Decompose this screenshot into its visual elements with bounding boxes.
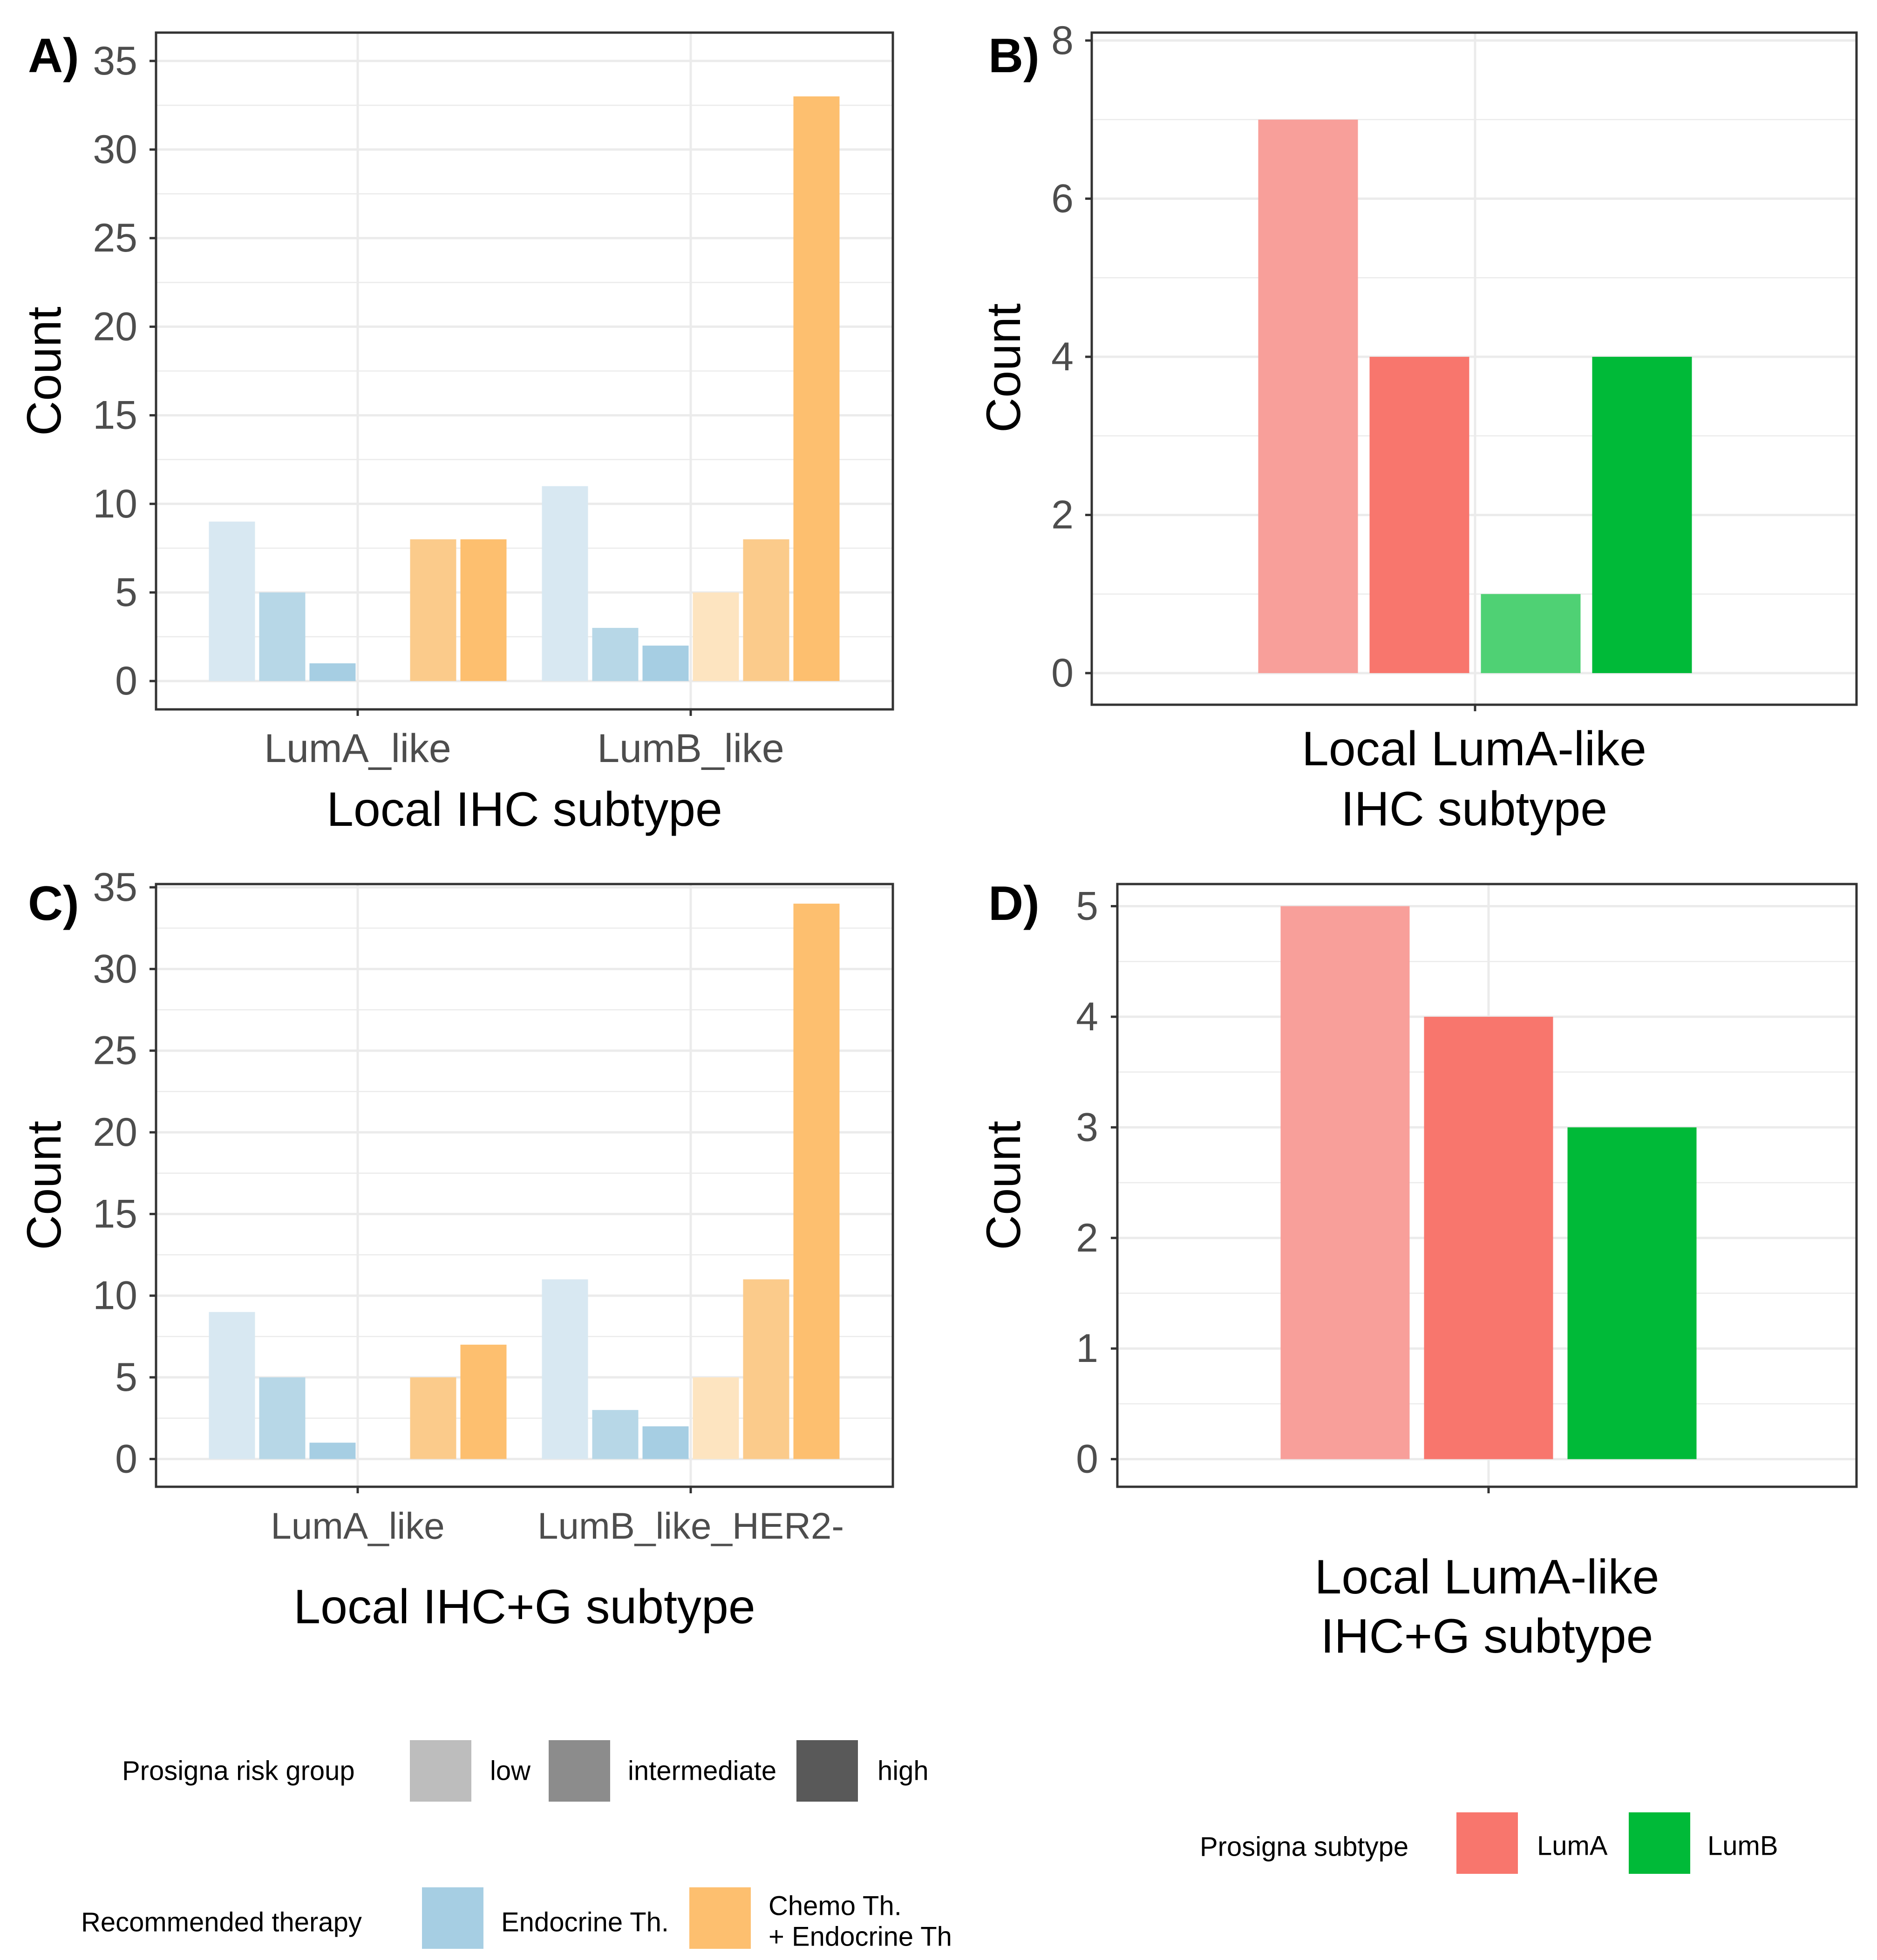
panel-c-bar [410, 1377, 456, 1459]
legend-risk-swatch [549, 1740, 610, 1802]
panel-d-bar [1280, 906, 1410, 1459]
panel-c-y-tick-label: 0 [115, 1436, 137, 1481]
legend-subtype-label: LumB [1707, 1831, 1778, 1861]
legend-subtype-title: Prosigna subtype [1200, 1832, 1408, 1862]
panel-c-y-axis-title: Count [17, 1121, 71, 1250]
panel-a-x-axis-title: Local IHC subtype [326, 783, 722, 837]
panel-a-y-tick-label: 25 [93, 216, 137, 260]
legend-risk-title: Prosigna risk group [122, 1756, 355, 1786]
legend-therapy-swatch [422, 1887, 483, 1949]
panel-d-label: D) [988, 877, 1040, 931]
legend-therapy-label: + Endocrine Th [768, 1922, 952, 1952]
panel-d-y-tick-label: 2 [1076, 1216, 1098, 1260]
panel-a-y-tick-label: 35 [93, 39, 137, 83]
panel-c-x-axis-title: Local IHC+G subtype [293, 1580, 755, 1634]
panel-b-x-axis-title: Local LumA-like [1302, 722, 1646, 776]
panel-b-bar [1369, 357, 1469, 674]
panel-b-y-tick-label: 8 [1051, 18, 1074, 63]
panel-a-y-tick-label: 5 [115, 570, 137, 615]
panel-a-y-axis-title: Count [17, 306, 71, 436]
panel-b-bar [1258, 119, 1358, 674]
panel-c-y-tick-label: 30 [93, 946, 137, 991]
panel-a-bar [592, 628, 639, 681]
panel-c-bar [259, 1377, 306, 1459]
panel-a-bar [693, 592, 739, 681]
legend-risk-label: intermediate [628, 1756, 776, 1786]
panel-c-y-tick-label: 20 [93, 1110, 137, 1155]
panel-b-bar [1481, 594, 1581, 674]
panel-d-bar [1567, 1127, 1697, 1459]
panel-c-x-tick-label: LumA_like [271, 1505, 445, 1547]
panel-d-x-axis-title: Local LumA-like [1315, 1550, 1659, 1604]
panel-a-y-tick-label: 30 [93, 127, 137, 172]
legend-risk-swatch [410, 1740, 471, 1802]
legend-subtype-swatch [1456, 1812, 1518, 1874]
panel-d-y-tick-label: 0 [1076, 1437, 1098, 1482]
panel-c-y-tick-label: 15 [93, 1191, 137, 1236]
panel-a-label: A) [28, 29, 79, 83]
panel-a-bar [309, 663, 356, 681]
panel-a-border [155, 31, 894, 711]
panel-a-bar [460, 539, 507, 681]
panel-b-y-tick-label: 2 [1051, 493, 1074, 538]
panel-b-bar [1592, 357, 1692, 674]
panel-b-x-axis-title: IHC subtype [1341, 782, 1607, 836]
legend-risk-swatch [796, 1740, 858, 1802]
panel-a-bar [410, 539, 456, 681]
panel-a-bar [209, 521, 255, 681]
panel-c-label: C) [28, 877, 79, 931]
panel-a-bar [793, 96, 840, 681]
panel-c-bar [592, 1410, 639, 1459]
panel-d-y-tick-label: 1 [1076, 1326, 1098, 1371]
panel-c-x-tick-label: LumB_like_HER2- [537, 1505, 844, 1547]
panel-d-y-tick-label: 4 [1076, 994, 1098, 1039]
panel-c-bar [309, 1443, 356, 1459]
panel-b-y-axis-title: Count [977, 303, 1031, 433]
legend-risk-label: low [490, 1756, 531, 1786]
panel-a-y-tick-label: 10 [93, 482, 137, 526]
panel-c-y-tick-label: 10 [93, 1273, 137, 1318]
panel-c-y-tick-label: 25 [93, 1028, 137, 1073]
panel-c-bar [460, 1344, 507, 1459]
panel-a-y-tick-label: 20 [93, 304, 137, 349]
legend-therapy-label: Endocrine Th. [501, 1907, 669, 1938]
panel-c-bar [793, 904, 840, 1459]
panel-c-bar [209, 1312, 255, 1459]
panel-d-bar [1424, 1016, 1553, 1459]
legend-therapy-label: Chemo Th. [768, 1891, 902, 1921]
panel-c-y-tick-label: 35 [93, 865, 137, 910]
panel-a-bar [642, 646, 689, 681]
panel-b-y-tick-label: 6 [1051, 177, 1074, 221]
panel-d-border [1116, 883, 1858, 1488]
panel-a-y-tick-label: 0 [115, 659, 137, 703]
legend-risk-label: high [877, 1756, 929, 1786]
panel-a-bar [259, 592, 306, 681]
panel-a-x-tick-label: LumB_like [597, 726, 784, 771]
panel-c-bar [743, 1279, 789, 1459]
panel-c-bar [693, 1377, 739, 1459]
legend-therapy-swatch [689, 1887, 751, 1949]
panel-d-y-tick-label: 3 [1076, 1105, 1098, 1150]
panel-a-y-tick-label: 15 [93, 393, 137, 438]
legend-therapy-title: Recommended therapy [81, 1907, 362, 1938]
panel-c-bar [542, 1279, 588, 1459]
panel-b-label: B) [988, 29, 1040, 83]
panel-a-bar [542, 486, 588, 681]
panel-d-x-axis-title: IHC+G subtype [1321, 1609, 1653, 1663]
legend-subtype-label: LumA [1537, 1831, 1608, 1861]
panel-b-y-tick-label: 4 [1051, 334, 1074, 379]
legend-subtype-swatch [1629, 1812, 1690, 1874]
panel-c-y-tick-label: 5 [115, 1355, 137, 1400]
panel-d-y-tick-label: 5 [1076, 884, 1098, 928]
panel-a-x-tick-label: LumA_like [264, 726, 451, 771]
panel-b-y-tick-label: 0 [1051, 651, 1074, 695]
panel-d-y-axis-title: Count [977, 1121, 1031, 1250]
panel-a-bar [743, 539, 789, 681]
panel-c-border [155, 883, 894, 1488]
panel-c-bar [642, 1426, 689, 1459]
